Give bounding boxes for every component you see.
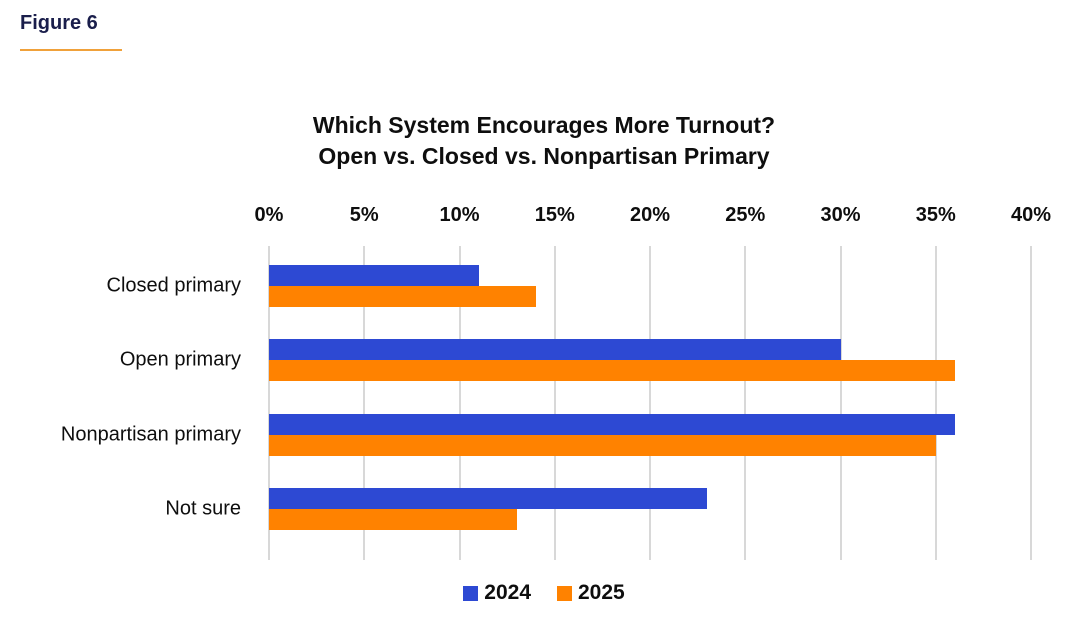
gridline xyxy=(744,246,747,560)
legend-label: 2024 xyxy=(484,581,531,604)
x-tick-label: 5% xyxy=(349,204,379,226)
category-label: Open primary xyxy=(119,348,241,371)
bar-2025-open-primary xyxy=(269,360,955,381)
legend: 2024 2025 xyxy=(0,581,1088,605)
gridline xyxy=(458,246,461,560)
gridline xyxy=(268,246,270,560)
x-tick-label: 20% xyxy=(629,204,671,226)
bar-2024-nonpartisan-primary xyxy=(269,413,955,435)
legend-swatch-2024 xyxy=(463,585,479,601)
x-tick-label: 40% xyxy=(1010,204,1052,226)
x-tick-label: 10% xyxy=(439,204,480,226)
x-axis-ticks: 0% 5% 10% 15% 20% 25% 30% 35% 40% xyxy=(255,204,1051,230)
bar-2025-nonpartisan-primary xyxy=(269,434,936,456)
bar-2024-not-sure xyxy=(269,488,708,509)
category-label: Nonpartisan primary xyxy=(60,423,241,445)
gridline xyxy=(839,246,842,560)
legend-label: 2025 xyxy=(578,581,625,604)
chart-title: Which System Encourages More Turnout? Op… xyxy=(0,110,1088,172)
gridline xyxy=(649,246,651,560)
x-tick-label: 30% xyxy=(820,204,861,226)
gridline xyxy=(1030,246,1032,560)
bar-2025-not-sure xyxy=(269,509,517,530)
category-label: Not sure xyxy=(165,497,241,520)
x-tick-label: 15% xyxy=(534,204,575,226)
legend-item-2024: 2024 xyxy=(463,581,531,605)
x-tick-label: 0% xyxy=(254,204,284,226)
bar-2024-open-primary xyxy=(269,339,841,360)
gridline xyxy=(363,246,366,560)
category-axis: Closed primary Open primary Nonpartisan pr… xyxy=(0,246,255,560)
figure-label-underline xyxy=(20,49,122,51)
x-tick-label: 35% xyxy=(915,204,956,226)
bar-group-closed-primary xyxy=(269,264,1031,307)
gridline xyxy=(934,246,937,560)
bar-2025-closed-primary xyxy=(269,285,536,307)
bar-group-nonpartisan-primary xyxy=(269,413,1031,456)
bar-2024-closed-primary xyxy=(269,264,479,286)
chart-title-line1: Which System Encourages More Turnout? xyxy=(312,112,776,138)
gridline xyxy=(553,246,556,560)
figure-label: Figure 6 xyxy=(20,12,98,34)
category-label: Closed primary xyxy=(106,274,241,296)
bar-group-open-primary xyxy=(269,339,1031,381)
bar-group-not-sure xyxy=(269,488,1031,530)
x-tick-label: 25% xyxy=(725,204,766,226)
chart-title-line2: Open vs. Closed vs. Nonpartisan Primary xyxy=(318,143,770,169)
legend-swatch-2025 xyxy=(557,585,572,601)
legend-item-2025: 2025 xyxy=(557,581,625,605)
plot-area xyxy=(268,246,1032,560)
